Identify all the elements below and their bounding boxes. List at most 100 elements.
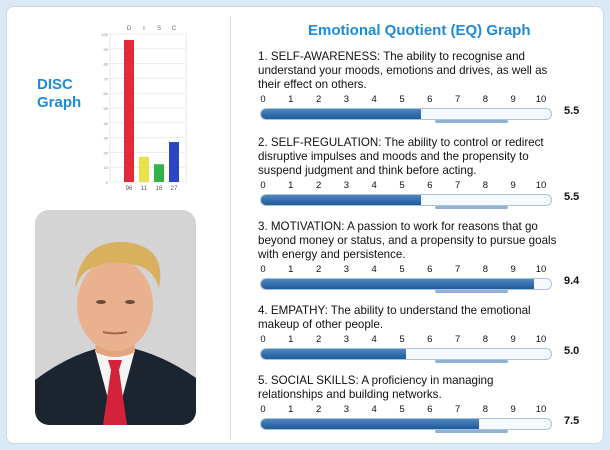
eq-tick-label: 7 <box>454 94 461 105</box>
disc-bar-i <box>139 156 149 182</box>
eq-scale-ticks: 0 1 2 3 4 5 6 7 8 9 10 <box>258 264 558 276</box>
eq-tick-label: 2 <box>315 94 322 105</box>
eq-tick-label: 5 <box>399 334 405 345</box>
eq-score-value: 5.5 <box>564 105 580 117</box>
disc-y-tick: 40 <box>104 121 109 126</box>
eq-tick-label: 1 <box>288 404 294 415</box>
portrait-image <box>35 210 196 425</box>
eq-item-description: 5. SOCIAL SKILLS: A proficiency in manag… <box>258 374 494 401</box>
eq-tick-label: 2 <box>315 404 322 415</box>
eq-tick-label: 3 <box>343 94 350 105</box>
eq-tick-label: 3 <box>343 264 350 275</box>
eq-item: 4. EMPATHY: The ability to understand th… <box>258 304 558 363</box>
eq-tick-label: 5 <box>399 264 405 275</box>
eq-tick-label: 1 <box>288 334 294 345</box>
eq-score-value: 9.4 <box>564 275 580 287</box>
eq-range-marker <box>435 430 508 433</box>
disc-bar-d <box>124 39 134 182</box>
eq-tick-label: 6 <box>427 264 433 275</box>
eq-tick-label: 8 <box>482 94 489 105</box>
eq-tick-label: 8 <box>482 404 489 415</box>
eq-tick-label: 10 <box>535 94 547 105</box>
eq-tick-label: 10 <box>535 264 547 275</box>
eq-tick-label: 6 <box>427 180 433 191</box>
eq-score-bar <box>260 194 552 209</box>
eq-score-fill <box>261 419 479 429</box>
disc-title-line1: DISC <box>37 76 73 93</box>
eq-tick-label: 6 <box>427 94 433 105</box>
disc-y-tick: 100 <box>101 32 108 37</box>
disc-y-tick: 20 <box>104 150 109 155</box>
eq-scale-ticks: 0 1 2 3 4 5 6 7 8 9 10 <box>258 180 558 192</box>
eq-score-bar <box>260 108 552 123</box>
eq-tick-label: 4 <box>371 264 377 275</box>
eq-scale-ticks: 0 1 2 3 4 5 6 7 8 9 10 <box>258 94 558 106</box>
eq-tick-label: 2 <box>315 180 322 191</box>
eq-score-fill <box>261 109 421 119</box>
eq-tick-label: 0 <box>260 180 266 191</box>
eq-tick-label: 6 <box>427 334 433 345</box>
eq-tick-label: 9 <box>510 180 516 191</box>
eq-graph-title: Emotional Quotient (EQ) Graph <box>308 22 531 39</box>
eq-item: 3. MOTIVATION: A passion to work for rea… <box>258 220 558 293</box>
eq-tick-label: 3 <box>343 180 350 191</box>
disc-y-tick: 80 <box>104 62 109 67</box>
eq-score-value: 5.0 <box>564 345 580 357</box>
disc-y-tick: 60 <box>104 91 109 96</box>
eq-tick-label: 5 <box>399 94 405 105</box>
eq-tick-label: 3 <box>343 334 350 345</box>
eq-tick-label: 5 <box>399 404 405 415</box>
eq-scale-ticks: 0 1 2 3 4 5 6 7 8 9 10 <box>258 404 558 416</box>
eq-tick-label: 6 <box>427 404 433 415</box>
eq-score-bar <box>260 278 552 293</box>
eq-tick-label: 9 <box>510 264 516 275</box>
column-divider <box>230 16 231 440</box>
disc-letter-label: C <box>172 26 177 32</box>
eq-score-bar <box>260 348 552 363</box>
disc-value-label: 27 <box>171 186 178 192</box>
disc-bar-s <box>154 164 164 182</box>
disc-title-line2: Graph <box>37 94 82 111</box>
eq-tick-label: 3 <box>343 404 350 415</box>
profile-photo <box>35 210 196 425</box>
eq-tick-label: 0 <box>260 94 266 105</box>
disc-y-tick: 10 <box>104 165 109 170</box>
disc-value-label: 11 <box>141 186 148 192</box>
eq-tick-label: 10 <box>535 334 547 345</box>
eq-item-description: 4. EMPATHY: The ability to understand th… <box>258 304 531 331</box>
eq-tick-label: 1 <box>288 264 294 275</box>
eq-tick-label: 2 <box>315 264 322 275</box>
disc-letter-label: I <box>143 26 145 32</box>
eq-tick-label: 8 <box>482 334 489 345</box>
eq-item: 5. SOCIAL SKILLS: A proficiency in manag… <box>258 374 558 433</box>
disc-bar-c <box>169 142 179 182</box>
disc-letter-label: D <box>127 26 132 32</box>
eq-tick-label: 5 <box>399 180 405 191</box>
eq-range-marker <box>435 206 508 209</box>
eq-tick-label: 10 <box>535 180 547 191</box>
eq-tick-label: 9 <box>510 404 516 415</box>
eq-score-value: 5.5 <box>564 191 580 203</box>
eq-tick-label: 4 <box>371 334 377 345</box>
eq-score-fill <box>261 195 421 205</box>
eq-tick-label: 7 <box>454 180 461 191</box>
eq-tick-label: 4 <box>371 404 377 415</box>
eq-tick-label: 0 <box>260 334 266 345</box>
eq-tick-label: 8 <box>482 180 489 191</box>
eq-tick-label: 4 <box>371 180 377 191</box>
eq-tick-label: 10 <box>535 404 547 415</box>
eq-range-marker <box>435 360 508 363</box>
disc-y-tick: 50 <box>104 106 109 111</box>
eq-item-description: 3. MOTIVATION: A passion to work for rea… <box>258 220 557 261</box>
eq-score-fill <box>261 349 406 359</box>
disc-y-tick: 0 <box>106 180 109 185</box>
eq-item-description: 2. SELF-REGULATION: The ability to contr… <box>258 136 544 177</box>
eq-tick-label: 0 <box>260 264 266 275</box>
eq-tick-label: 9 <box>510 94 516 105</box>
eq-tick-label: 0 <box>260 404 266 415</box>
eq-tick-label: 9 <box>510 334 516 345</box>
disc-graph-title: DISC Graph <box>37 76 97 112</box>
eq-tick-label: 8 <box>482 264 489 275</box>
eq-score-bar <box>260 418 552 433</box>
